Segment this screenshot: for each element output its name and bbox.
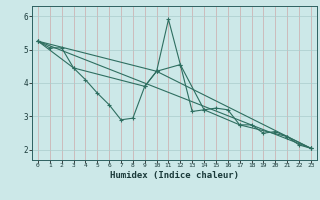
X-axis label: Humidex (Indice chaleur): Humidex (Indice chaleur) — [110, 171, 239, 180]
